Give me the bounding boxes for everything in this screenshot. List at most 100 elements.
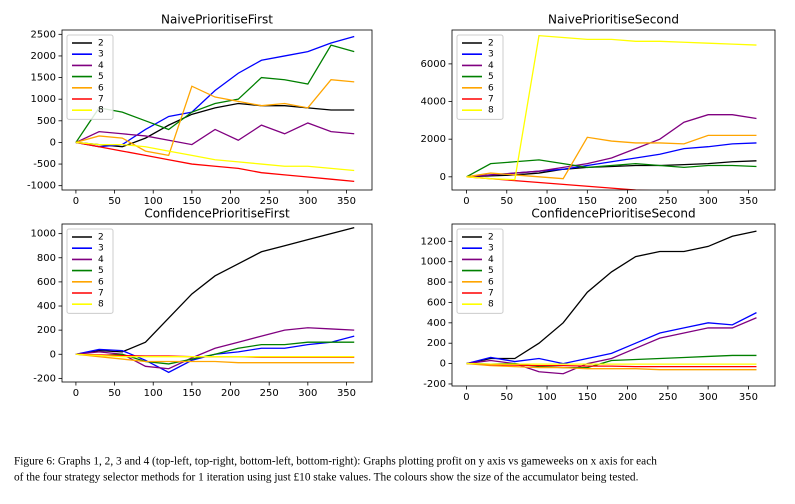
y-tick-label: 600 [427,297,446,308]
y-tick-label: 1200 [421,236,446,247]
x-tick-label: 250 [260,196,279,207]
y-tick-label: 800 [427,277,446,288]
plot-lines [75,35,355,182]
x-tick-label: 100 [538,392,557,403]
series-line [75,79,355,157]
legend-label: 4 [488,61,494,71]
y-tick-label: 0 [440,359,446,370]
x-tick-label: 50 [108,388,121,399]
x-tick-label: 250 [658,196,677,207]
legend-label: 8 [98,106,104,116]
y-tick-label: 800 [37,253,56,264]
series-line [75,141,355,172]
y-tick-label: 400 [37,301,56,312]
plot-frame [451,29,776,191]
legend-label: 2 [488,39,494,49]
legend-label: 8 [488,300,494,310]
y-tick-label: 2000 [31,51,56,62]
plot-frame [61,223,373,383]
legend-label: 4 [98,255,104,265]
legend-label: 6 [488,83,494,93]
series-line [466,176,653,190]
x-tick-label: 300 [298,196,317,207]
y-tick-label: 2000 [421,134,446,145]
caption-line: of the four strategy selector methods fo… [14,472,639,484]
x-tick-label: 100 [144,388,163,399]
y-tick-label: 500 [37,116,56,127]
series-line [75,341,355,365]
chart-title: NaivePrioritiseFirst [161,13,273,27]
series-line [75,353,355,364]
legend-label: 2 [98,39,104,49]
y-tick-label: 0 [50,137,56,148]
y-tick-label: -200 [33,373,56,384]
x-tick-label: 200 [618,196,637,207]
legend-label: 3 [488,50,494,60]
series-line [75,353,355,358]
x-tick-label: 50 [108,196,121,207]
legend-label: 3 [488,244,494,254]
chart-title: ConfidencePrioritiseSecond [531,207,695,221]
x-tick-label: 250 [658,392,677,403]
x-tick-label: 350 [739,196,758,207]
series-line [466,142,757,178]
chart-title: NaivePrioritiseSecond [548,13,679,27]
x-tick-label: 200 [618,392,637,403]
legend-label: 7 [488,289,494,299]
legend-label: 6 [98,277,104,287]
series-line [75,226,355,355]
x-tick-label: 300 [699,392,718,403]
series-line [75,44,355,143]
plot-lines [466,34,757,190]
x-tick-label: 200 [221,196,240,207]
series-line [466,362,757,368]
series-line [466,230,757,365]
x-tick-label: 50 [500,392,513,403]
series-line [466,134,757,180]
y-tick-label: 0 [440,172,446,183]
legend-label: 7 [98,289,104,299]
series-line [466,362,757,365]
legend-label: 3 [98,50,104,60]
x-tick-label: 350 [337,388,356,399]
plot-frame [61,29,373,191]
legend-label: 5 [98,72,104,82]
plot-frame [451,223,776,387]
legend-label: 8 [488,106,494,116]
legend-label: 8 [98,300,104,310]
y-tick-label: 4000 [421,97,446,108]
legend-label: 5 [488,266,494,276]
legend-label: 2 [98,233,104,243]
series-line [466,114,757,178]
x-tick-label: 0 [463,392,469,403]
legend-label: 4 [98,61,104,71]
chart-title: ConfidencePrioritiseFirst [144,207,290,221]
legend-label: 5 [488,72,494,82]
series-line [466,159,757,178]
legend-label: 6 [98,83,104,93]
legend-label: 7 [98,95,104,105]
x-tick-label: 0 [73,388,79,399]
x-tick-label: 150 [578,196,597,207]
x-tick-label: 150 [182,196,201,207]
x-tick-label: 300 [699,196,718,207]
legend-label: 5 [98,266,104,276]
x-tick-label: 150 [578,392,597,403]
y-tick-label: 6000 [421,59,446,70]
x-tick-label: 0 [463,196,469,207]
x-tick-label: 250 [260,388,279,399]
series-line [466,362,757,371]
legend-label: 3 [98,244,104,254]
y-tick-label: 200 [37,325,56,336]
y-tick-label: 2500 [31,29,56,40]
x-tick-label: 300 [298,388,317,399]
plot-lines [466,230,757,375]
x-tick-label: 350 [337,196,356,207]
y-tick-label: 1500 [31,73,56,84]
x-tick-label: 0 [73,196,79,207]
x-tick-label: 100 [538,196,557,207]
y-tick-label: -1000 [27,181,56,192]
y-tick-label: -200 [423,379,446,390]
